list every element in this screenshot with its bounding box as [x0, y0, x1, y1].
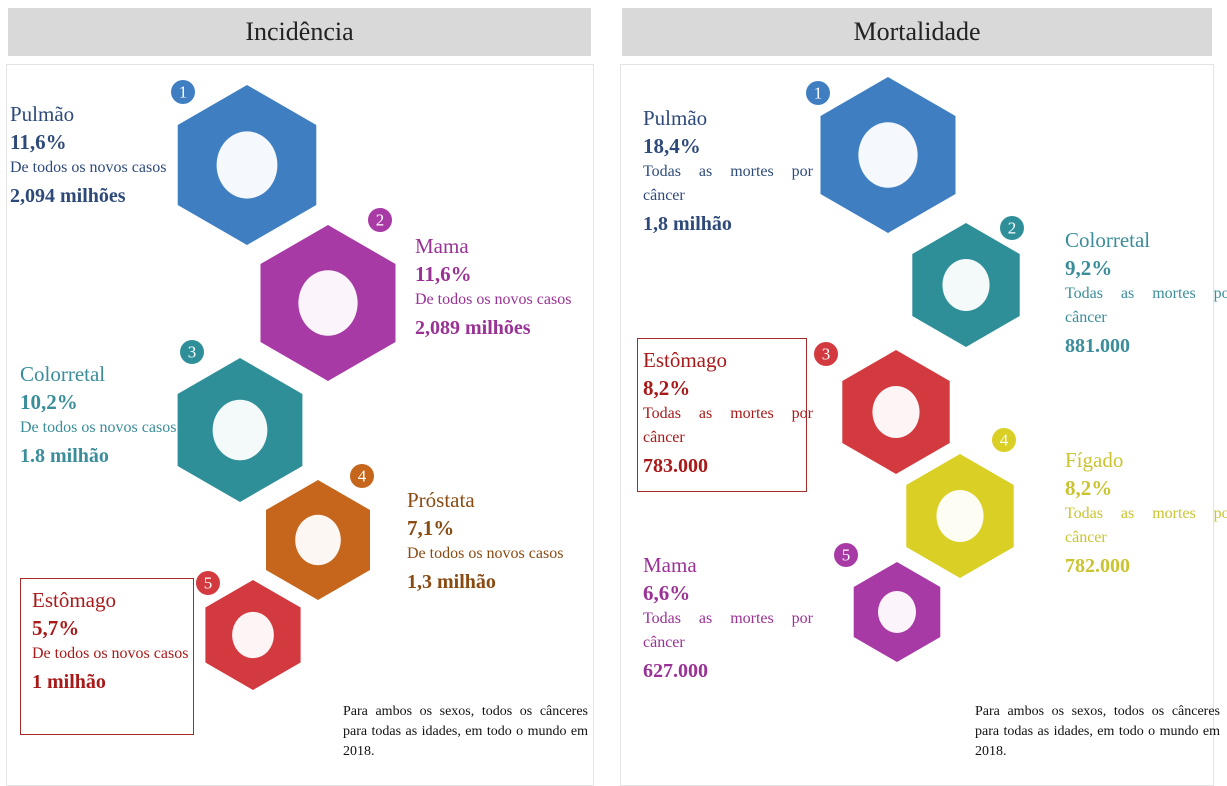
- item-count: 1,8 milhão: [643, 213, 732, 235]
- organ-icon: [212, 399, 268, 461]
- item-percent: 6,6%: [643, 581, 691, 605]
- organ-icon: [942, 258, 990, 312]
- organ-icon: [872, 385, 920, 439]
- organ-icon: [858, 122, 918, 188]
- item-description: De todos os novos casos: [10, 159, 167, 176]
- item-description: De todos os novos casos: [415, 291, 572, 308]
- rank-number: 4: [358, 467, 367, 486]
- organ-icon: [232, 611, 274, 659]
- item-description: Todas as mortes por câncer: [1065, 285, 1227, 326]
- item-description: Todas as mortes por câncer: [643, 405, 813, 446]
- panel-title: Incidência: [8, 8, 591, 56]
- item-description: De todos os novos casos: [407, 545, 564, 562]
- item-count: 783.000: [643, 455, 708, 477]
- item-text: Colorretal 9,2% Todas as mortes por câncer…: [1065, 226, 1227, 362]
- item-count: 627.000: [643, 660, 708, 682]
- item-percent: 18,4%: [643, 134, 701, 158]
- item-description: Todas as mortes por câncer: [643, 163, 813, 204]
- item-count: 2,089 milhões: [415, 317, 531, 339]
- rank-number: 2: [376, 211, 385, 230]
- organ-icon: [936, 489, 984, 543]
- rank-badge: [992, 428, 1016, 452]
- item-name: Colorretal: [20, 362, 106, 386]
- item-description: Todas as mortes por câncer: [1065, 505, 1227, 546]
- item-name: Estômago: [643, 348, 727, 372]
- footnote: Para ambos os sexos, todos os cânceres p…: [343, 704, 588, 759]
- item-name: Próstata: [407, 488, 475, 512]
- item-count: 1,3 milhão: [407, 571, 496, 593]
- organ-icon: [878, 591, 916, 633]
- footnote: Para ambos os sexos, todos os cânceres p…: [975, 704, 1220, 759]
- item-text: Colorretal 10,2% De todos os novos casos 1.…: [20, 360, 190, 472]
- item-name: Pulmão: [643, 106, 708, 130]
- item-percent: 8,2%: [1065, 476, 1113, 500]
- rank-number: 3: [188, 343, 197, 362]
- item-name: Mama: [415, 234, 469, 258]
- item-count: 2,094 milhões: [10, 185, 126, 207]
- item-percent: 8,2%: [643, 376, 691, 400]
- item-description: Todas as mortes por câncer: [643, 610, 813, 651]
- rank-badge: [350, 464, 374, 488]
- item-text: Fígado 8,2% Todas as mortes por câncer 782.…: [1065, 446, 1227, 582]
- rank-number: 5: [204, 574, 213, 593]
- item-name: Mama: [643, 553, 697, 577]
- rank-badge: [180, 340, 204, 364]
- rank-badge: [171, 80, 195, 104]
- organ-icon: [216, 131, 278, 199]
- rank-number: 4: [1000, 431, 1009, 450]
- rank-badge: [196, 571, 220, 595]
- rank-badge: [1000, 216, 1024, 240]
- item-text: Pulmão 11,6% De todos os novos casos 2,094 …: [10, 100, 180, 212]
- item-count: 1 milhão: [32, 671, 106, 693]
- highlight-box: [20, 578, 194, 735]
- item-description: De todos os novos casos: [32, 645, 189, 662]
- item-text: Pulmão 18,4% Todas as mortes por câncer 1,8…: [643, 104, 813, 240]
- rank-badge: [806, 81, 830, 105]
- rank-badge: [814, 342, 838, 366]
- item-percent: 10,2%: [20, 390, 78, 414]
- rank-number: 5: [842, 546, 851, 565]
- item-name: Estômago: [32, 588, 116, 612]
- item-percent: 11,6%: [415, 262, 472, 286]
- item-percent: 9,2%: [1065, 256, 1113, 280]
- item-text: Estômago 5,7% De todos os novos casos 1 mil…: [32, 586, 202, 698]
- item-name: Pulmão: [10, 102, 75, 126]
- item-percent: 7,1%: [407, 516, 455, 540]
- item-text: Próstata 7,1% De todos os novos casos 1,3 m…: [407, 486, 577, 598]
- item-count: 782.000: [1065, 555, 1130, 577]
- item-description: De todos os novos casos: [20, 419, 177, 436]
- item-text: Mama 11,6% De todos os novos casos 2,089 mi…: [415, 232, 585, 344]
- rank-badge: [368, 208, 392, 232]
- rank-number: 2: [1008, 219, 1017, 238]
- highlight-box: [637, 338, 807, 492]
- item-count: 881.000: [1065, 335, 1130, 357]
- organ-icon: [298, 270, 358, 336]
- panel-title: Mortalidade: [622, 8, 1212, 56]
- rank-number: 3: [822, 345, 831, 364]
- rank-number: 1: [179, 83, 188, 102]
- item-name: Colorretal: [1065, 228, 1151, 252]
- item-percent: 5,7%: [32, 616, 80, 640]
- item-name: Fígado: [1065, 448, 1124, 472]
- item-percent: 11,6%: [10, 130, 67, 154]
- rank-badge: [834, 543, 858, 567]
- item-count: 1.8 milhão: [20, 445, 109, 467]
- rank-number: 1: [814, 84, 823, 103]
- organ-icon: [295, 514, 341, 566]
- item-text: Mama 6,6% Todas as mortes por câncer 627.00…: [643, 551, 813, 687]
- item-text: Estômago 8,2% Todas as mortes por câncer 78…: [643, 346, 813, 482]
